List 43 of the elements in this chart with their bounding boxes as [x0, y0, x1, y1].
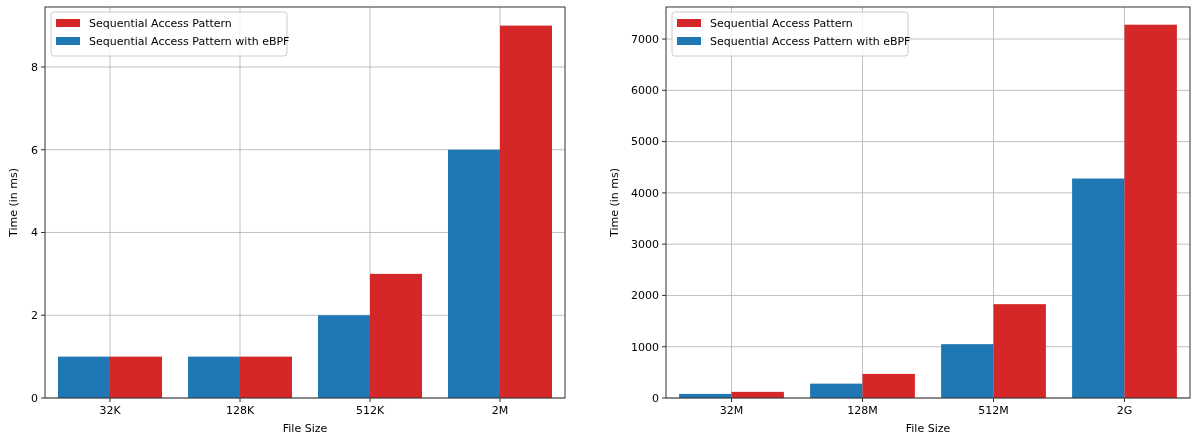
bar — [318, 315, 370, 398]
y-tick-label: 3000 — [631, 238, 659, 252]
y-tick-label: 2000 — [631, 289, 659, 303]
bar — [1072, 178, 1125, 398]
bar — [188, 356, 240, 398]
x-tick-label: 32M — [719, 404, 744, 417]
bar — [58, 356, 110, 398]
bar — [862, 373, 915, 398]
x-tick-label: 512K — [355, 404, 385, 417]
x-tick-label: 32K — [99, 404, 122, 417]
y-tick-label: 4 — [31, 226, 38, 240]
x-tick-label: 128M — [847, 404, 878, 417]
bar — [240, 356, 292, 398]
y-tick-label: 8 — [31, 60, 38, 74]
bar — [941, 344, 994, 398]
y-tick-label: 2 — [31, 309, 38, 323]
y-tick-label: 0 — [31, 391, 38, 405]
x-tick-label: 2G — [1116, 404, 1133, 417]
y-axis-title: Time (in ms) — [608, 168, 621, 238]
bar — [993, 304, 1046, 398]
x-tick-label: 512M — [978, 404, 1009, 417]
y-tick-label: 1000 — [631, 340, 659, 354]
legend-label: Sequential Access Pattern — [710, 17, 853, 30]
x-axis-title: File Size — [282, 422, 328, 435]
bar — [448, 149, 500, 398]
legend-label: Sequential Access Pattern with eBPF — [89, 35, 290, 48]
y-tick-label: 7000 — [631, 32, 659, 46]
bar — [1124, 24, 1177, 398]
bar — [810, 383, 863, 398]
x-axis-title: File Size — [905, 422, 951, 435]
y-tick-label: 6000 — [631, 84, 659, 98]
y-tick-label: 4000 — [631, 186, 659, 200]
bar — [500, 25, 552, 398]
y-tick-label: 6 — [31, 143, 38, 157]
legend-label: Sequential Access Pattern with eBPF — [710, 35, 911, 48]
y-tick-label: 5000 — [631, 135, 659, 149]
x-tick-label: 128K — [225, 404, 255, 417]
y-axis-title: Time (in ms) — [7, 168, 20, 238]
x-tick-label: 2M — [491, 404, 509, 417]
legend-label: Sequential Access Pattern — [89, 17, 232, 30]
bar — [370, 273, 422, 398]
bar — [110, 356, 162, 398]
y-tick-label: 0 — [652, 391, 659, 405]
